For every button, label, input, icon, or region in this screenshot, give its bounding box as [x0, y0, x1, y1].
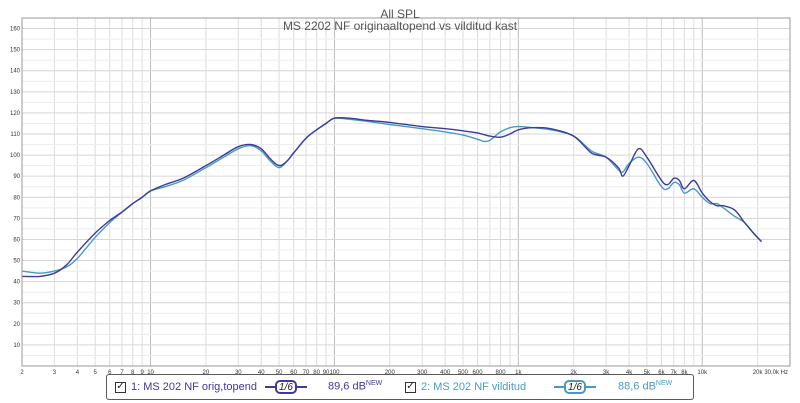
- x-tick-label: 500: [458, 370, 469, 376]
- x-tick-label: 7k: [671, 370, 678, 376]
- y-tick-label: 30: [13, 301, 20, 307]
- x-tick-label: 100: [329, 370, 340, 376]
- series-2-new-badge: NEW: [655, 380, 673, 387]
- series-1-smoothing[interactable]: 1/6: [265, 379, 307, 395]
- y-tick-label: 40: [13, 280, 20, 286]
- y-tick-label: 150: [10, 48, 21, 54]
- y-axis-ticks: 10 20 30 40 50 60 70 80 90 100 110 120 130 140 150 160: [10, 27, 21, 349]
- series-1-smoothing-value: 1/6: [275, 380, 297, 394]
- y-tick-label: 130: [10, 90, 21, 96]
- y-tick-label: 10: [13, 343, 20, 349]
- x-tick-label: 30: [235, 370, 242, 376]
- x-tick-label: 1k: [515, 370, 522, 376]
- series-2-smoothing[interactable]: 1/6: [554, 379, 596, 395]
- x-tick-label: 40: [258, 370, 265, 376]
- x-tick-label: 3: [53, 370, 57, 376]
- series-1-line-swatch: [265, 386, 275, 388]
- plot-frame: [21, 17, 791, 367]
- series-1-checkbox[interactable]: ✓: [115, 381, 126, 393]
- x-tick-label: 20: [203, 370, 210, 376]
- series-1-level[interactable]: 89,6 dBNEW: [328, 380, 382, 393]
- series-1-level-value: 89,6 dB: [328, 380, 366, 393]
- y-tick-label: 140: [10, 69, 21, 75]
- legend-entry-2: ✓ 2: MS 202 NF vilditud: [405, 375, 526, 399]
- x-tick-label: 3k: [603, 370, 610, 376]
- x-tick-label: 600: [473, 370, 484, 376]
- x-tick-label: 7: [120, 370, 124, 376]
- x-tick-label: 20k: [753, 370, 764, 376]
- x-tick-label: 60: [290, 370, 297, 376]
- x-tick-label: 4: [76, 370, 80, 376]
- chart-subtitle: MS 2202 NF originaaltopend vs vilditud k…: [282, 19, 518, 33]
- series-2-level-value: 88,6 dB: [618, 380, 656, 393]
- x-tick-label: 70: [303, 370, 310, 376]
- y-tick-label: 110: [10, 132, 20, 138]
- x-axis-ticks: 2 3 4 5 6 7 8 9 10 20 30 40 50 60 70 80 90 100 200 300 400 50…: [20, 370, 788, 376]
- x-tick-label: 9: [140, 370, 144, 376]
- x-tick-label: 10: [147, 370, 154, 376]
- series-1-label: 1: MS 202 NF orig,topend: [131, 381, 257, 393]
- y-tick-label: 70: [13, 216, 20, 222]
- x-tick-label: 300: [417, 370, 428, 376]
- x-tick-label: 90: [323, 370, 330, 376]
- x-tick-label: 80: [313, 370, 320, 376]
- x-tick-label: 400: [440, 370, 451, 376]
- x-tick-label: 10k: [697, 370, 708, 376]
- x-tick-label: 8k: [681, 370, 688, 376]
- series-1-line: [21, 116, 763, 278]
- y-tick-label: 60: [13, 237, 20, 243]
- series-2-level[interactable]: 88,6 dBNEW: [618, 380, 672, 393]
- x-tick-label: 30,0k Hz: [764, 370, 788, 376]
- y-tick-label: 120: [10, 111, 21, 117]
- x-tick-label: 5: [94, 370, 98, 376]
- series-2-label: 2: MS 202 NF vilditud: [421, 381, 527, 393]
- y-tick-label: 160: [10, 27, 21, 33]
- series-1-new-badge: NEW: [365, 380, 383, 387]
- y-tick-label: 90: [13, 174, 20, 180]
- chart-title: All SPL: [380, 7, 420, 21]
- x-tick-label: 4k: [626, 370, 633, 376]
- y-tick-label: 100: [10, 153, 21, 159]
- chart-series: [21, 116, 763, 278]
- series-2-line-swatch: [554, 386, 564, 388]
- x-tick-label: 200: [385, 370, 396, 376]
- series-2-smoothing-value: 1/6: [564, 380, 586, 394]
- x-tick-label: 6k: [658, 370, 665, 376]
- legend: ✓ 1: MS 202 NF orig,topend 1/6 89,6 dBNE…: [106, 374, 694, 400]
- y-tick-label: 20: [13, 322, 20, 328]
- series-2-checkbox[interactable]: ✓: [405, 381, 416, 393]
- x-tick-label: 6: [108, 370, 112, 376]
- x-tick-label: 5k: [644, 370, 651, 376]
- x-tick-label: 2: [20, 370, 24, 376]
- x-tick-label: 2k: [571, 370, 578, 376]
- series-2-line-swatch-right: [586, 386, 596, 388]
- legend-entry-1: ✓ 1: MS 202 NF orig,topend: [115, 375, 257, 399]
- x-tick-label: 800: [496, 370, 507, 376]
- series-1-line-swatch-right: [297, 386, 307, 388]
- y-tick-label: 80: [13, 195, 20, 201]
- y-tick-label: 50: [13, 259, 20, 265]
- x-tick-label: 50: [276, 370, 283, 376]
- x-tick-label: 8: [131, 370, 135, 376]
- chart-grid: [21, 18, 791, 366]
